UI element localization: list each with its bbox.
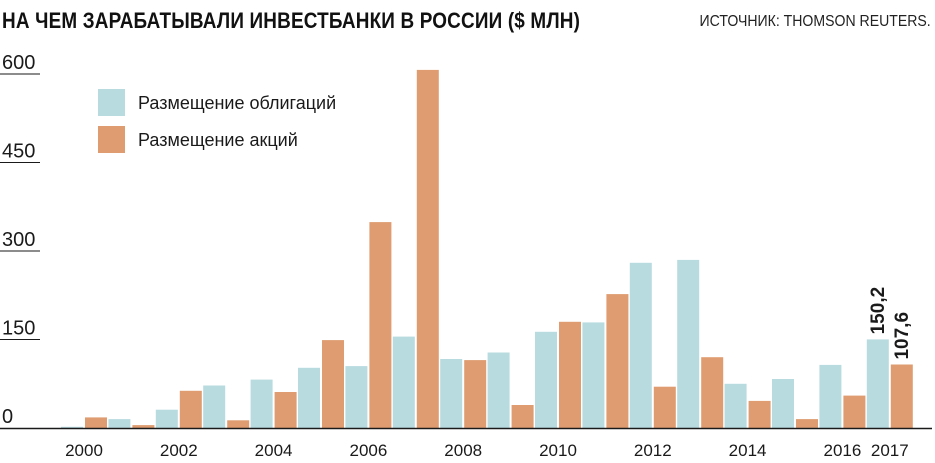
- x-tick-label: 2002: [160, 441, 198, 460]
- bar-bonds: [772, 379, 794, 428]
- bar-bonds: [440, 359, 463, 428]
- bar-equity: [274, 392, 297, 428]
- chart-title: НА ЧЕМ ЗАРАБАТЫВАЛИ ИНВЕСТБАНКИ В РОССИИ…: [2, 8, 581, 33]
- bar-bonds: [250, 379, 273, 428]
- bar-bonds: [345, 366, 368, 428]
- bar-equity: [369, 222, 392, 428]
- y-tick-label: 0: [2, 406, 13, 428]
- y-tick-label: 300: [2, 229, 35, 251]
- bar-equity: [890, 364, 913, 428]
- bar-bonds: [203, 385, 226, 428]
- legend-label-equity: Размещение акций: [138, 130, 298, 150]
- y-tick-label: 600: [2, 52, 35, 74]
- bar-equity: [322, 340, 344, 428]
- bar-bonds: [392, 336, 415, 428]
- bar-equity: [227, 420, 250, 428]
- x-tick-label: 2017: [871, 441, 909, 460]
- bar-equity: [701, 357, 724, 428]
- bar-equity: [606, 294, 629, 428]
- bar-bonds: [298, 367, 320, 428]
- y-tick-label: 150: [2, 318, 35, 340]
- bar-equity: [559, 321, 581, 428]
- x-tick-label: 2004: [255, 441, 293, 460]
- x-tick-label: 2000: [65, 441, 103, 460]
- x-tick-label: 2008: [444, 441, 482, 460]
- bar-equity: [653, 386, 676, 428]
- source-note: ИСТОЧНИК: THOMSON REUTERS.: [699, 13, 931, 30]
- x-tick-label: 2016: [823, 441, 861, 460]
- x-tick-label: 2014: [729, 441, 767, 460]
- x-tick-label: 2010: [539, 441, 577, 460]
- data-label: 150,2: [868, 287, 889, 335]
- legend-swatch-equity: [98, 126, 125, 153]
- legend-swatch-bonds: [98, 89, 125, 116]
- bar-bonds: [582, 322, 605, 428]
- legend-label-bonds: Размещение облигаций: [138, 93, 336, 113]
- data-label: 107,6: [892, 312, 913, 360]
- bar-equity: [464, 360, 487, 428]
- bar-equity: [85, 417, 107, 428]
- bar-bonds: [487, 352, 510, 428]
- bar-bonds: [108, 419, 131, 428]
- bar-bonds: [724, 383, 747, 429]
- y-tick-label: 450: [2, 141, 35, 163]
- bar-equity: [132, 425, 155, 428]
- bar-bonds: [677, 259, 700, 428]
- bar-equity: [796, 419, 818, 428]
- bar-bonds: [535, 331, 557, 428]
- x-tick-label: 2012: [634, 441, 672, 460]
- bar-equity: [748, 400, 771, 428]
- bar-equity: [416, 69, 439, 429]
- bar-bonds: [155, 409, 178, 428]
- bar-bonds: [61, 426, 83, 428]
- bar-bonds: [866, 339, 889, 428]
- bar-bonds: [819, 364, 842, 428]
- bar-equity: [843, 395, 866, 428]
- bar-bonds: [629, 262, 652, 428]
- x-tick-label: 2006: [349, 441, 387, 460]
- chart-header: НА ЧЕМ ЗАРАБАТЫВАЛИ ИНВЕСТБАНКИ В РОССИИ…: [0, 0, 935, 40]
- bar-equity: [511, 405, 534, 428]
- bar-equity: [179, 390, 202, 428]
